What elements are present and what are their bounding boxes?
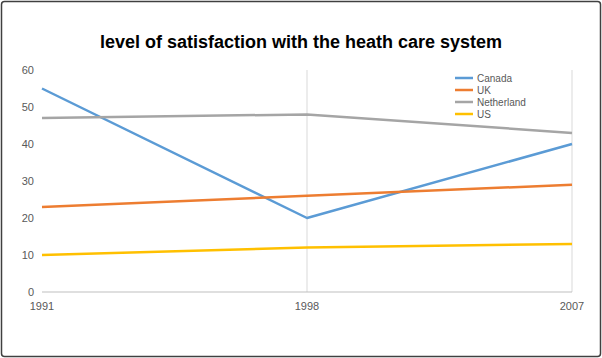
legend-swatch xyxy=(455,113,473,116)
legend-swatch xyxy=(455,101,473,104)
x-tick-label: 2007 xyxy=(560,300,584,312)
series-line xyxy=(42,89,572,219)
x-tick-label: 1991 xyxy=(30,300,54,312)
series-line xyxy=(42,114,572,132)
y-tick-label: 0 xyxy=(28,286,34,298)
plot-area xyxy=(42,89,572,256)
grid-line xyxy=(572,70,573,292)
chart-title: level of satisfaction with the heath car… xyxy=(100,32,502,52)
chart-container: level of satisfaction with the heath car… xyxy=(0,0,602,358)
x-tick-label: 1998 xyxy=(295,300,319,312)
legend-label: UK xyxy=(477,85,491,96)
y-tick-label: 20 xyxy=(22,212,34,224)
y-tick-label: 30 xyxy=(22,175,34,187)
chart-border xyxy=(2,2,601,357)
legend-label: US xyxy=(477,109,491,120)
legend-label: Netherland xyxy=(477,97,526,108)
grid-line xyxy=(307,70,308,292)
legend-swatch xyxy=(455,89,473,92)
chart-svg: level of satisfaction with the heath car… xyxy=(0,0,602,358)
legend-label: Canada xyxy=(477,73,512,84)
x-axis-line xyxy=(42,292,572,293)
series-line xyxy=(42,185,572,207)
legend-swatch xyxy=(455,77,473,80)
y-tick-label: 40 xyxy=(22,138,34,150)
series-line xyxy=(42,244,572,255)
y-tick-label: 60 xyxy=(22,64,34,76)
y-tick-label: 50 xyxy=(22,101,34,113)
y-tick-label: 10 xyxy=(22,249,34,261)
